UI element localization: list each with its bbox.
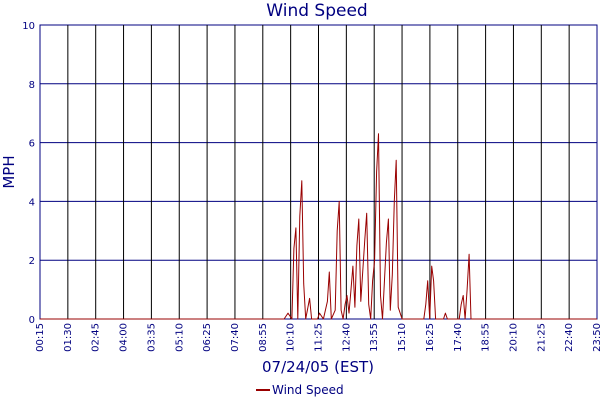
legend-label: Wind Speed [272,383,344,397]
x-tick-label: 18:55 [481,323,492,352]
x-tick-label: 05:10 [174,323,185,352]
y-tick-label: 8 [29,80,35,91]
y-tick-labels: 0 2 4 6 8 10 [22,21,35,326]
x-tick-label: 08:55 [258,323,269,352]
x-tick-label: 17:40 [453,323,464,352]
chart-title: Wind Speed [266,1,367,21]
x-tick-label: 23:50 [592,323,600,352]
x-tick-label: 13:55 [369,323,380,352]
x-tick-label: 11:25 [314,323,325,352]
y-axis-title: MPH [0,155,18,188]
x-tick-label: 03:35 [146,323,157,352]
x-tick-label: 06:25 [202,323,213,352]
x-tick-label: 20:10 [508,323,519,352]
x-tick-label: 21:25 [536,323,547,352]
y-tick-label: 10 [22,21,35,32]
x-tick-label: 12:40 [341,323,352,352]
x-tick-label: 01:30 [63,323,74,352]
y-tick-label: 4 [29,197,35,208]
x-tick-label: 02:45 [91,323,102,352]
x-tick-label: 07:40 [230,323,241,352]
series-lines [40,133,597,320]
x-tick-label: 22:40 [564,323,575,352]
x-tick-label: 16:25 [425,323,436,352]
legend: Wind Speed [256,383,344,397]
x-tick-label: 15:10 [397,323,408,352]
series-line-wind-speed [40,133,597,320]
y-tick-label: 0 [29,315,35,326]
gridlines [40,25,597,319]
x-tick-label: 10:10 [286,323,297,352]
x-tick-label: 00:15 [35,323,46,352]
x-tick-label: 04:00 [119,323,130,352]
y-tick-label: 6 [29,139,35,150]
y-tick-label: 2 [29,256,35,267]
x-axis-title: 07/24/05 (EST) [262,358,374,376]
x-tick-labels: 00:15 01:30 02:45 04:00 03:35 05:10 06:25 07:40… [35,323,600,352]
